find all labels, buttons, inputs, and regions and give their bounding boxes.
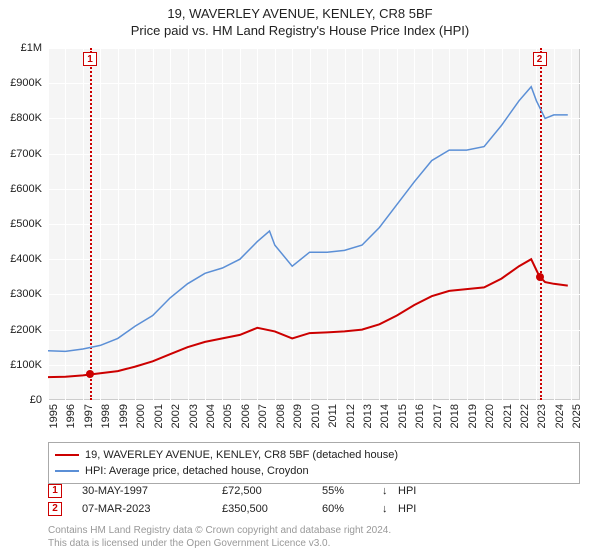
x-axis-tick-label: 2001 bbox=[153, 404, 165, 428]
x-axis-tick-label: 2016 bbox=[414, 404, 426, 428]
y-axis-tick-label: £700K bbox=[10, 148, 42, 160]
event-row-badge: 2 bbox=[48, 502, 62, 516]
x-axis-tick-label: 2007 bbox=[257, 404, 269, 428]
x-axis-tick-label: 2020 bbox=[484, 404, 496, 428]
sale-point-dot bbox=[536, 273, 544, 281]
chart-title-block: 19, WAVERLEY AVENUE, KENLEY, CR8 5BF Pri… bbox=[0, 0, 600, 38]
legend-swatch bbox=[55, 454, 79, 456]
event-row: 2 07-MAR-2023£350,50060%↓HPI bbox=[48, 500, 580, 518]
legend-swatch bbox=[55, 470, 79, 472]
event-row-pct: 60% bbox=[322, 503, 382, 515]
event-row-badge: 1 bbox=[48, 484, 62, 498]
x-axis-tick-label: 1996 bbox=[65, 404, 77, 428]
x-axis-tick-label: 2023 bbox=[536, 404, 548, 428]
x-axis-tick-label: 2011 bbox=[327, 404, 339, 428]
x-axis-tick-label: 2025 bbox=[571, 404, 583, 428]
attribution-line1: Contains HM Land Registry data © Crown c… bbox=[48, 524, 580, 537]
legend-item: 19, WAVERLEY AVENUE, KENLEY, CR8 5BF (de… bbox=[55, 447, 573, 463]
event-row-pct: 55% bbox=[322, 485, 382, 497]
events-table: 1 30-MAY-1997£72,50055%↓HPI 2 07-MAR-2023£3… bbox=[48, 482, 580, 518]
x-axis-tick-label: 1999 bbox=[118, 404, 130, 428]
x-axis-tick-label: 2006 bbox=[240, 404, 252, 428]
x-axis-tick-label: 2015 bbox=[397, 404, 409, 428]
y-axis-tick-label: £900K bbox=[10, 77, 42, 89]
x-axis-tick-label: 2004 bbox=[205, 404, 217, 428]
x-axis-tick-label: 2019 bbox=[467, 404, 479, 428]
x-axis-tick-label: 1997 bbox=[83, 404, 95, 428]
y-axis-tick-label: £300K bbox=[10, 288, 42, 300]
event-row-hpi-label: HPI bbox=[398, 485, 416, 497]
x-axis-tick-label: 1998 bbox=[100, 404, 112, 428]
y-axis-tick-label: £500K bbox=[10, 218, 42, 230]
x-axis-tick-label: 1995 bbox=[48, 404, 60, 428]
x-axis-tick-label: 2000 bbox=[135, 404, 147, 428]
x-axis-tick-label: 2017 bbox=[432, 404, 444, 428]
down-arrow-icon: ↓ bbox=[382, 485, 398, 497]
x-axis-tick-label: 2008 bbox=[275, 404, 287, 428]
x-axis-tick-label: 2018 bbox=[449, 404, 461, 428]
chart-plot-area: £0£100K£200K£300K£400K£500K£600K£700K£80… bbox=[48, 48, 580, 400]
event-row-hpi-label: HPI bbox=[398, 503, 416, 515]
sale-point-dot bbox=[86, 370, 94, 378]
legend-box: 19, WAVERLEY AVENUE, KENLEY, CR8 5BF (de… bbox=[48, 442, 580, 484]
attribution-line2: This data is licensed under the Open Gov… bbox=[48, 537, 580, 550]
event-row: 1 30-MAY-1997£72,50055%↓HPI bbox=[48, 482, 580, 500]
x-axis-tick-label: 2022 bbox=[519, 404, 531, 428]
legend-item: HPI: Average price, detached house, Croy… bbox=[55, 463, 573, 479]
y-axis-tick-label: £100K bbox=[10, 359, 42, 371]
x-axis-tick-label: 2009 bbox=[292, 404, 304, 428]
chart-title-subtitle: Price paid vs. HM Land Registry's House … bbox=[0, 23, 600, 38]
gridline-horizontal bbox=[48, 400, 580, 401]
y-axis-tick-label: £1M bbox=[21, 42, 42, 54]
event-row-price: £350,500 bbox=[222, 503, 322, 515]
chart-lines-svg bbox=[48, 48, 580, 400]
series-line-property bbox=[48, 259, 568, 377]
attribution-text: Contains HM Land Registry data © Crown c… bbox=[48, 524, 580, 550]
event-row-date: 30-MAY-1997 bbox=[82, 485, 222, 497]
y-axis-tick-label: £600K bbox=[10, 183, 42, 195]
y-axis-tick-label: £400K bbox=[10, 253, 42, 265]
chart-title-address: 19, WAVERLEY AVENUE, KENLEY, CR8 5BF bbox=[0, 6, 600, 21]
x-axis-tick-label: 2021 bbox=[502, 404, 514, 428]
series-line-hpi bbox=[48, 87, 568, 352]
legend-label: HPI: Average price, detached house, Croy… bbox=[85, 465, 309, 477]
event-row-date: 07-MAR-2023 bbox=[82, 503, 222, 515]
x-axis-tick-label: 2012 bbox=[345, 404, 357, 428]
x-axis-tick-label: 2024 bbox=[554, 404, 566, 428]
y-axis-tick-label: £0 bbox=[30, 394, 42, 406]
y-axis-tick-label: £200K bbox=[10, 324, 42, 336]
down-arrow-icon: ↓ bbox=[382, 503, 398, 515]
x-axis-tick-label: 2005 bbox=[222, 404, 234, 428]
event-row-price: £72,500 bbox=[222, 485, 322, 497]
x-axis-tick-label: 2010 bbox=[310, 404, 322, 428]
y-axis-tick-label: £800K bbox=[10, 112, 42, 124]
x-axis-tick-label: 2014 bbox=[379, 404, 391, 428]
x-axis-tick-label: 2003 bbox=[188, 404, 200, 428]
x-axis-tick-label: 2002 bbox=[170, 404, 182, 428]
legend-label: 19, WAVERLEY AVENUE, KENLEY, CR8 5BF (de… bbox=[85, 449, 398, 461]
x-axis-tick-label: 2013 bbox=[362, 404, 374, 428]
